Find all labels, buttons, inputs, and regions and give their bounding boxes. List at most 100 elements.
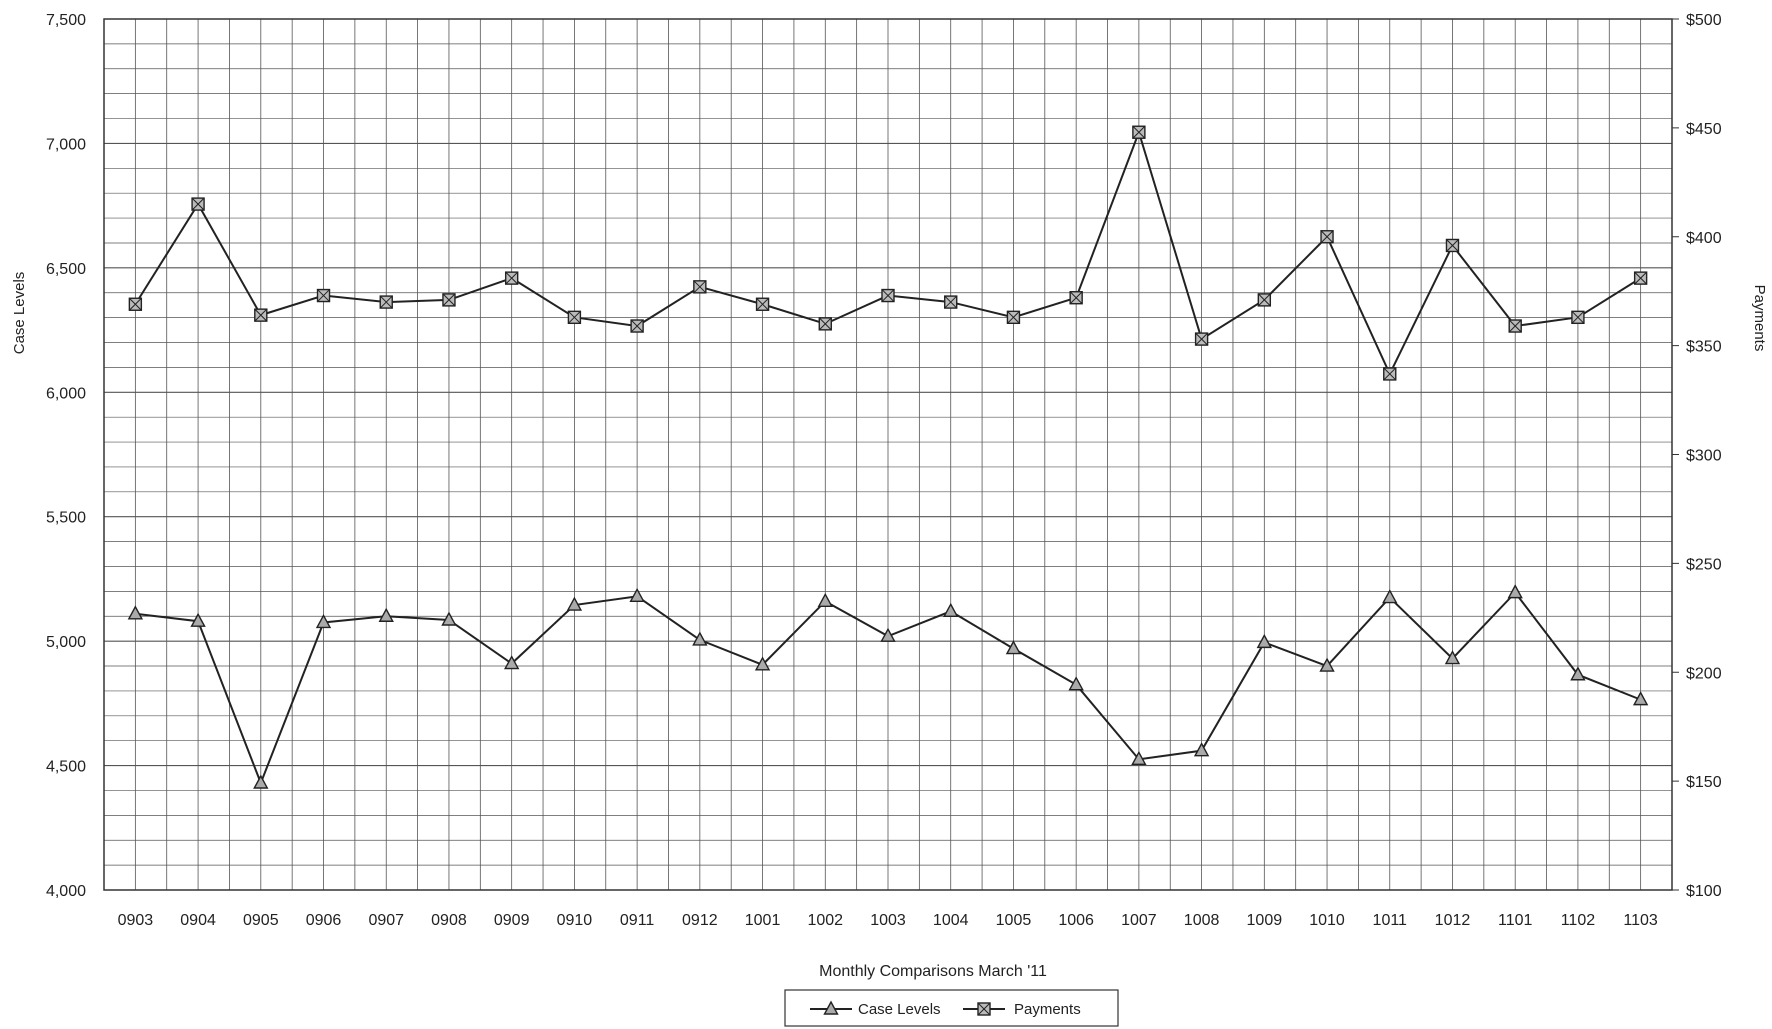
payments-point-cross [756,297,769,311]
left-tick-label: 6,000 [46,385,86,402]
x-tick-label: 1002 [807,912,843,929]
case-levels-point [315,614,332,629]
left-tick-label: 7,500 [46,12,86,29]
payments-point-cross [1069,291,1083,305]
case-levels-point [1005,640,1022,655]
left-tick-label: 7,000 [46,136,86,153]
case-levels-point [1444,650,1461,665]
payments-point [1132,125,1146,139]
payments-point [504,271,519,285]
case-levels-point [1256,633,1272,649]
payments-point-cross [881,289,895,302]
payments-point-cross [1571,310,1585,324]
payments-point [1257,293,1272,307]
x-tick-label: 1007 [1121,912,1157,929]
left-tick-label: 5,500 [46,510,86,527]
left-tick-label: 4,000 [46,883,86,900]
payments-point [254,308,268,322]
payments-point-cross [1320,230,1334,244]
case-levels-point [754,656,771,671]
payments-point [944,295,958,309]
left-axis-ticks: 4,000 4,500 5,000 5,500 6,000 6,500 7,000 7,500 [46,12,86,900]
payments-point [442,293,456,307]
payments-point-cross [1007,310,1020,324]
legend-payments-marker-cross [977,1002,991,1016]
payments-point [567,310,582,325]
payments-point-cross [693,280,707,294]
case-levels-point [943,602,959,617]
payments-point [818,317,832,331]
case-levels-point [880,627,896,642]
left-tick-label: 6,500 [46,261,86,278]
right-tick-label: $500 [1686,12,1722,29]
case-levels-point [504,655,520,670]
payments-point [1383,367,1397,381]
payments-point-cross [1195,332,1208,346]
payments-point-cross [505,271,519,285]
case-levels-point [378,607,394,622]
x-tick-label: 0910 [557,912,593,929]
x-tick-label: 1010 [1309,912,1345,929]
payments-point [755,297,770,311]
right-tick-label: $200 [1686,665,1722,682]
x-tick-label: 1011 [1373,912,1408,929]
x-tick-label: 0908 [431,912,467,929]
payments-point [1445,238,1460,253]
case-levels-point [253,774,269,789]
x-tick-label: 1102 [1561,912,1596,929]
right-tick-label: $250 [1686,556,1722,573]
payments-point-cross [254,308,268,322]
payments-point [1194,332,1209,346]
x-tick-label: 1012 [1435,912,1471,929]
x-tick-label: 0906 [306,912,342,929]
payments-point-cross [1508,319,1522,333]
case-levels-point [629,587,645,603]
right-tick-label: $400 [1686,230,1722,247]
right-tick-label: $150 [1686,774,1722,791]
x-tick-label: 1101 [1498,912,1533,929]
payments-point-cross [191,197,205,211]
case-levels-point [1193,742,1210,757]
x-tick-label: 1103 [1623,912,1658,929]
payments-point [1069,291,1083,305]
left-tick-label: 4,500 [46,759,86,776]
right-tick-label: $350 [1686,339,1722,356]
payments-point-cross [317,289,330,302]
case-levels-point [127,605,144,620]
x-tick-label: 1004 [933,912,969,929]
payments-point [191,197,205,211]
payments-point-cross [1132,125,1146,139]
right-tick-label: $100 [1686,883,1722,900]
x-tick-label: 1006 [1058,912,1094,929]
x-tick-label: 0909 [494,912,530,929]
payments-point [1006,310,1021,325]
payments-point-cross [568,310,581,324]
x-tick-label: 0911 [620,912,655,929]
case-levels-point [1382,589,1398,604]
payments-point-cross [630,319,644,333]
right-tick-label: $300 [1686,448,1722,465]
legend-case-levels-label: Case Levels [858,1001,941,1018]
x-tick-label: 0907 [368,912,404,929]
x-axis-ticks: 0903 0904 0905 0906 0907 0908 0909 0910 0911 0912… [118,912,1658,929]
x-tick-label: 0912 [682,912,718,929]
payments-point [630,319,644,333]
payments-point-cross [944,295,958,309]
payments-point-cross [1446,239,1459,252]
case-levels-point [692,631,708,646]
x-tick-label: 1009 [1247,912,1283,929]
series-group [127,125,1649,789]
x-tick-label: 0904 [180,912,216,929]
right-axis-title: Payments [1751,285,1768,352]
case-levels-point [817,592,833,608]
payments-point [1633,271,1648,285]
x-tick-label: 1008 [1184,912,1220,929]
case-levels-point [441,611,457,626]
payments-point [316,288,331,303]
payments-point [1571,310,1585,325]
legend-payments-marker [977,1002,991,1016]
payments-point [128,297,143,311]
case-levels-point [190,612,206,627]
